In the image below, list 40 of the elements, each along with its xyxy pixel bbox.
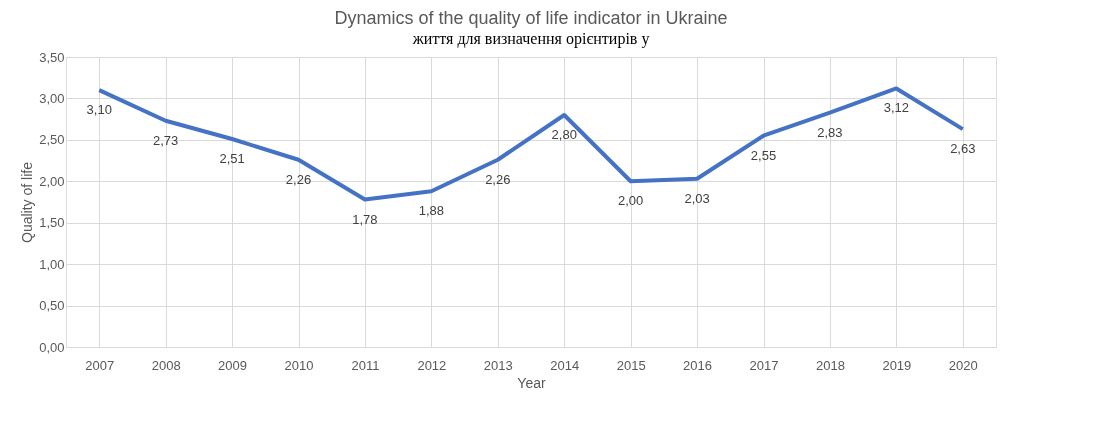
chart-title: Dynamics of the quality of life indicator in Ukraine <box>334 8 728 28</box>
data-label: 2,26 <box>285 171 312 187</box>
x-tick-label: 2010 <box>284 357 314 373</box>
y-tick-label: 1,00 <box>39 256 65 272</box>
y-axis-title: Quality of life <box>19 161 36 243</box>
data-label: 3,10 <box>86 102 112 118</box>
data-label: 2,83 <box>817 124 843 140</box>
data-label: 2,51 <box>219 151 245 167</box>
x-tick-label: 2009 <box>218 357 248 373</box>
y-tick-label: 3,50 <box>39 49 65 65</box>
data-label: 2,00 <box>617 193 644 209</box>
data-label: 2,73 <box>152 132 179 148</box>
x-tick-label: 2007 <box>85 357 115 373</box>
y-tick-label: 2,00 <box>39 173 65 189</box>
x-tick-label: 2020 <box>948 357 978 373</box>
y-tick-label: 0,50 <box>39 298 65 314</box>
text: життя для визначення орієнтирів у <box>411 30 650 48</box>
data-label: 2,26 <box>485 171 511 187</box>
x-tick-label: 2013 <box>483 357 513 373</box>
x-tick-label: 2016 <box>683 357 713 373</box>
data-label: 1,88 <box>418 203 445 219</box>
data-label: 1,78 <box>352 211 378 227</box>
x-tick-label: 2015 <box>616 357 646 373</box>
data-label: 2,80 <box>551 127 577 142</box>
data-label: 2,63 <box>950 141 976 157</box>
x-tick-label: 2008 <box>151 357 181 373</box>
data-label: 2,55 <box>750 147 777 163</box>
x-tick-label: 2011 <box>351 357 380 373</box>
x-tick-label: 2019 <box>882 357 912 373</box>
y-tick-label: 0,00 <box>39 339 65 355</box>
y-tick-label: 2,50 <box>39 132 65 148</box>
data-label: 2,03 <box>684 190 710 206</box>
data-label: 3,12 <box>883 100 910 116</box>
x-axis-title: Year <box>517 374 546 391</box>
y-tick-label: 3,00 <box>39 90 65 106</box>
x-tick-label: 2018 <box>815 357 845 373</box>
x-tick-label: 2012 <box>417 357 447 373</box>
x-tick-label: 2017 <box>749 357 779 373</box>
x-tick-label: 2014 <box>550 357 580 373</box>
y-tick-label: 1,50 <box>39 215 65 231</box>
